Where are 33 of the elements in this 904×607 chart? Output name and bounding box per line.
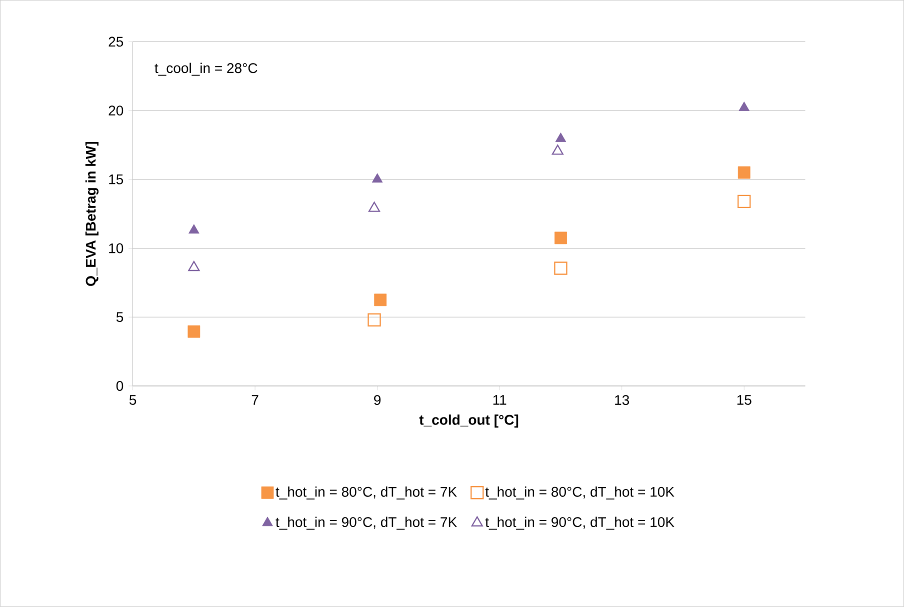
legend-label: t_hot_in = 80°C, dT_hot = 7K (276, 486, 457, 500)
point (738, 194, 751, 208)
point (738, 102, 750, 112)
y-tick-label: 10 (109, 243, 124, 254)
y-tick-label: 25 (108, 36, 124, 47)
point (188, 325, 200, 338)
point (368, 313, 381, 327)
annotation: t_cool_in = 28°C (154, 62, 258, 76)
x-tick-label: 15 (737, 395, 752, 405)
point (555, 132, 566, 142)
point (188, 224, 200, 234)
x-tick-label: 9 (374, 395, 381, 406)
point (368, 202, 380, 212)
x-tick-label: 7 (252, 395, 258, 405)
y-tick-label: 20 (108, 106, 124, 116)
y-tick-label: 0 (116, 381, 124, 392)
point (738, 166, 750, 179)
y-tick-label: 5 (116, 312, 124, 322)
point (554, 262, 568, 275)
x-axis-title: t_cold_out [°C] (419, 414, 518, 428)
point (188, 261, 200, 272)
x-tick-label: 5 (129, 395, 136, 405)
point (552, 144, 564, 155)
legend-label: t_hot_in = 90°C, dT_hot = 10K (485, 516, 674, 530)
legend-label: t_hot_in = 80°C, dT_hot = 10K (485, 486, 674, 500)
y-axis-title: Q_EVA [Betrag in kW] (85, 142, 99, 286)
point (372, 173, 383, 183)
legend-label: t_hot_in = 90°C, dT_hot = 7K (276, 516, 457, 530)
y-tick-label: 15 (109, 174, 124, 184)
point (374, 294, 387, 306)
x-tick-label: 11 (493, 395, 506, 405)
x-tick-label: 13 (615, 395, 630, 406)
point (554, 232, 567, 244)
